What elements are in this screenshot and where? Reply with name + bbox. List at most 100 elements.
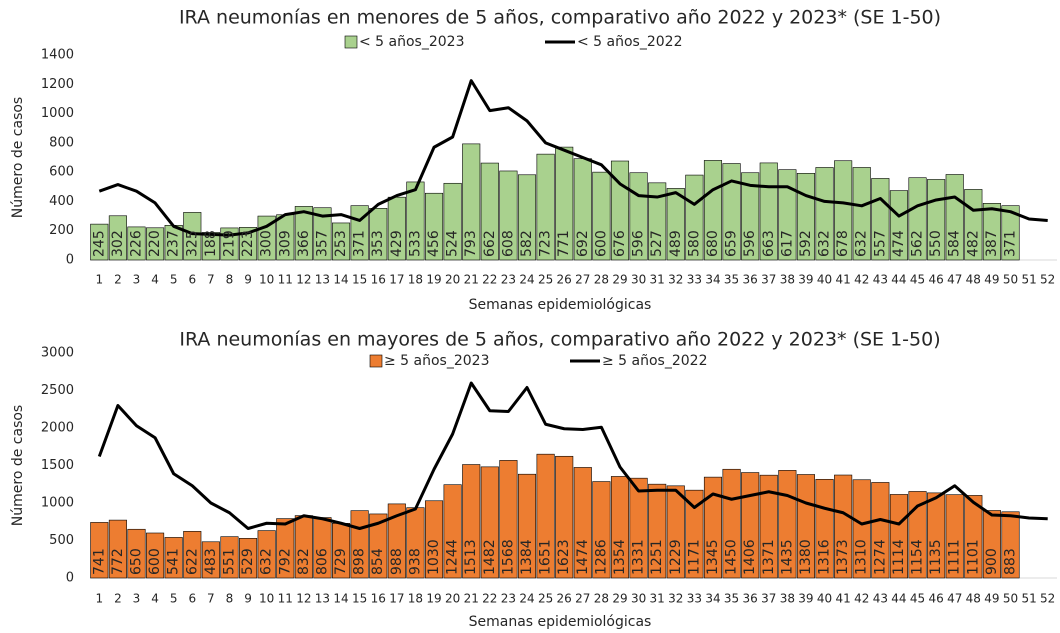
x-tick-label: 35: [724, 592, 739, 606]
bar: [164, 537, 183, 579]
x-tick-label: 49: [984, 273, 999, 287]
data-label: 1450: [724, 539, 740, 575]
data-label: 988: [389, 548, 405, 575]
data-label: 302: [110, 230, 126, 257]
bar: [499, 170, 518, 261]
x-tick-label: 11: [278, 592, 293, 606]
x-tick-label: 24: [519, 592, 534, 606]
data-label: 883: [1003, 548, 1019, 575]
x-tick-label: 22: [482, 273, 497, 287]
x-tick-label: 22: [482, 592, 497, 606]
legend-swatch: [369, 354, 383, 368]
x-tick-label: 14: [333, 273, 348, 287]
x-tick-label: 1: [95, 592, 103, 606]
data-label: 582: [519, 230, 535, 257]
data-label: 632: [259, 548, 275, 575]
x-tick-label: 43: [873, 273, 888, 287]
x-tick-label: 18: [408, 592, 423, 606]
x-tick-label: 21: [464, 592, 479, 606]
data-label: 188: [203, 230, 219, 257]
bar: [889, 190, 908, 261]
y-tick-label: 1000: [41, 106, 74, 121]
data-label: 482: [965, 230, 981, 257]
data-label: 1274: [872, 539, 888, 575]
data-label: 793: [463, 230, 479, 257]
data-label: 1331: [631, 539, 647, 575]
bar: [369, 513, 388, 579]
data-label: 1229: [668, 539, 684, 575]
x-tick-label: 38: [780, 273, 795, 287]
line: [97, 381, 1048, 530]
data-label: 1651: [538, 539, 554, 575]
data-label: 1171: [686, 539, 702, 575]
data-label: 600: [593, 230, 609, 257]
data-label: 223: [240, 230, 256, 257]
data-label: 366: [296, 230, 312, 257]
x-tick-label: 7: [207, 592, 215, 606]
bar: [90, 522, 109, 579]
x-tick-label: 40: [817, 273, 832, 287]
y-tick-label: 800: [49, 135, 74, 150]
bar: [834, 474, 853, 579]
bar: [313, 207, 332, 261]
x-tick-label: 45: [910, 592, 925, 606]
x-tick-label: 36: [743, 273, 758, 287]
bar: [536, 153, 555, 261]
bar: [852, 167, 871, 261]
bar: [685, 174, 704, 261]
data-label: 650: [128, 548, 144, 575]
data-label: 300: [259, 230, 275, 257]
bar: [629, 477, 648, 579]
x-tick-label: 32: [668, 592, 683, 606]
data-label: 1384: [519, 539, 535, 575]
data-label: 325: [184, 230, 200, 257]
data-label: 541: [166, 548, 182, 575]
legend-label: ≥ 5 años_2022: [602, 353, 707, 369]
bar: [1001, 511, 1020, 579]
bar: [369, 208, 388, 261]
data-label: 596: [742, 230, 758, 257]
x-tick-label: 16: [371, 592, 386, 606]
y-tick-label: 1400: [41, 48, 74, 63]
bar: [462, 143, 481, 261]
bar: [908, 177, 927, 261]
data-label: 489: [668, 230, 684, 257]
x-tick-label: 10: [259, 592, 274, 606]
bar: [239, 538, 258, 579]
bar: [555, 146, 574, 261]
x-tick-label: 35: [724, 273, 739, 287]
data-label: 617: [779, 230, 795, 257]
data-label: 662: [482, 230, 498, 257]
x-tick-label: 12: [296, 273, 311, 287]
x-tick-label: 24: [519, 273, 534, 287]
y-tick-label: 600: [49, 165, 74, 180]
data-label: 596: [631, 230, 647, 257]
bar: [201, 541, 220, 579]
data-label: 608: [500, 230, 516, 257]
data-label: 1406: [742, 539, 758, 575]
bar: [703, 160, 723, 261]
bar: [536, 453, 555, 579]
bar: [815, 478, 834, 579]
x-tick-label: 5: [170, 592, 178, 606]
data-label: 1513: [463, 539, 479, 575]
y-tick-label: 1000: [41, 496, 74, 511]
data-label: 678: [835, 230, 851, 257]
x-tick-label: 31: [650, 273, 665, 287]
x-tick-label: 41: [836, 592, 851, 606]
x-tick-label: 44: [891, 592, 906, 606]
bar: [406, 181, 425, 261]
bar: [945, 174, 964, 261]
x-tick-label: 33: [687, 273, 702, 287]
x-tick-label: 18: [408, 273, 423, 287]
x-tick-label: 38: [780, 592, 795, 606]
bar: [759, 474, 778, 579]
bar: [517, 174, 537, 261]
x-tick-label: 31: [650, 592, 665, 606]
data-label: 854: [370, 548, 386, 575]
x-tick-label: 2: [114, 592, 122, 606]
data-label: 1111: [947, 539, 963, 575]
bar: [499, 460, 518, 579]
x-tick-label: 9: [244, 592, 252, 606]
x-tick-label: 30: [631, 592, 646, 606]
